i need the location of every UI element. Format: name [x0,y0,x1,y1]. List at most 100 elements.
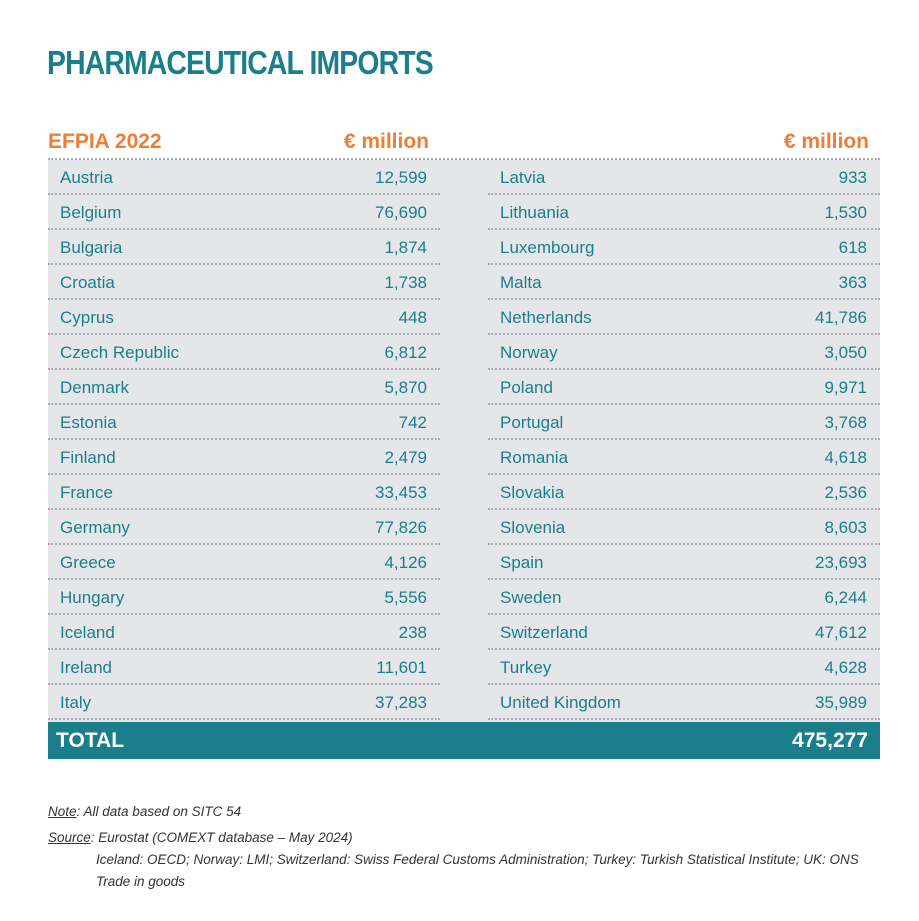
imports-table: Austria 12,599 Belgium 76,690 Bulgaria 1,874 C… [48,160,880,722]
import-value: 238 [398,623,427,642]
table-row: Romania 4,618 [488,440,880,475]
country-name: Belgium [60,203,122,222]
import-value: 11,601 [376,658,427,677]
import-value: 47,612 [815,623,867,642]
country-name: Malta [500,273,542,292]
import-value: 933 [838,168,867,187]
source-label: Source [48,830,91,845]
import-value: 6,812 [384,343,427,362]
table-row: Croatia 1,738 [48,265,440,300]
country-name: Czech Republic [60,343,180,362]
country-name: Slovenia [500,518,566,537]
country-name: Netherlands [500,308,592,327]
table-row: France 33,453 [48,475,440,510]
table-row: Belgium 76,690 [48,195,440,230]
country-name: Iceland [60,623,115,642]
country-name: Lithuania [500,203,570,222]
table-row: Italy 37,283 [48,685,440,720]
import-value: 12,599 [375,168,427,187]
country-name: Turkey [500,658,552,677]
note-label: Note [48,804,77,819]
import-value: 363 [838,273,867,292]
table-row: Sweden 6,244 [488,580,880,615]
import-value: 448 [398,308,427,327]
country-name: Greece [60,553,116,572]
import-value: 4,126 [384,553,427,572]
table-row: Czech Republic 6,812 [48,335,440,370]
table-row: Switzerland 47,612 [488,615,880,650]
country-name: Sweden [500,588,562,607]
import-value: 618 [838,238,867,257]
page-title: PHARMACEUTICAL IMPORTS [47,44,434,81]
country-name: Norway [500,343,558,362]
import-value: 4,628 [824,658,867,677]
table-row: Slovakia 2,536 [488,475,880,510]
import-value: 41,786 [815,308,867,327]
country-name: Germany [60,518,130,537]
divider [48,158,880,160]
table-row: Bulgaria 1,874 [48,230,440,265]
country-name: Austria [60,168,113,187]
total-row: TOTAL 475,277 [48,722,880,759]
import-value: 5,556 [384,588,427,607]
import-value: 1,738 [384,273,427,292]
table-row: Luxembourg 618 [488,230,880,265]
country-name: Spain [500,553,544,572]
table-row: Slovenia 8,603 [488,510,880,545]
country-name: Romania [500,448,569,467]
table-row: Malta 363 [488,265,880,300]
table-row: Greece 4,126 [48,545,440,580]
country-name: Slovakia [500,483,565,502]
country-name: Denmark [60,378,129,397]
unit-label-right: € million [783,130,869,153]
source-line: Trade in goods [96,874,186,889]
source-line: Iceland: OECD; Norway: LMI; Switzerland:… [96,852,859,867]
import-value: 1,530 [824,203,867,222]
table-row: Estonia 742 [48,405,440,440]
import-value: 4,618 [824,448,867,467]
table-row: Poland 9,971 [488,370,880,405]
unit-label-left: € million [343,130,429,153]
table-row: Cyprus 448 [48,300,440,335]
import-value: 5,870 [384,378,427,397]
table-row: United Kingdom 35,989 [488,685,880,720]
table-row: Hungary 5,556 [48,580,440,615]
country-name: Bulgaria [60,238,123,257]
table-row: Germany 77,826 [48,510,440,545]
table-label: EFPIA 2022 [48,130,162,153]
country-name: Ireland [60,658,112,677]
country-name: France [60,483,113,502]
table-row: Austria 12,599 [48,160,440,195]
left-column: Austria 12,599 Belgium 76,690 Bulgaria 1,874 C… [48,160,440,720]
table-row: Denmark 5,870 [48,370,440,405]
notes: Note: All data based on SITC 54 Source: … [48,801,859,893]
table-row: Turkey 4,628 [488,650,880,685]
note-text: : All data based on SITC 54 [76,804,242,819]
import-value: 2,479 [384,448,427,467]
country-name: Finland [60,448,116,467]
import-value: 6,244 [824,588,867,607]
table-row: Portugal 3,768 [488,405,880,440]
source-text: : Eurostat (COMEXT database – May 2024) [90,830,353,845]
table-row: Finland 2,479 [48,440,440,475]
country-name: Portugal [500,413,564,432]
table-row: Spain 23,693 [488,545,880,580]
import-value: 3,050 [824,343,867,362]
import-value: 76,690 [375,203,427,222]
country-name: United Kingdom [500,693,621,712]
import-value: 742 [398,413,427,432]
country-name: Cyprus [60,308,114,327]
import-value: 3,768 [824,413,867,432]
table-row: Norway 3,050 [488,335,880,370]
import-value: 37,283 [375,693,427,712]
table-row: Lithuania 1,530 [488,195,880,230]
import-value: 2,536 [824,483,867,502]
country-name: Estonia [60,413,117,432]
country-name: Hungary [60,588,125,607]
import-value: 1,874 [384,238,427,257]
import-value: 35,989 [815,693,867,712]
total-label: TOTAL [56,729,125,752]
table-row: Iceland 238 [48,615,440,650]
import-value: 77,826 [375,518,427,537]
table-row: Ireland 11,601 [48,650,440,685]
